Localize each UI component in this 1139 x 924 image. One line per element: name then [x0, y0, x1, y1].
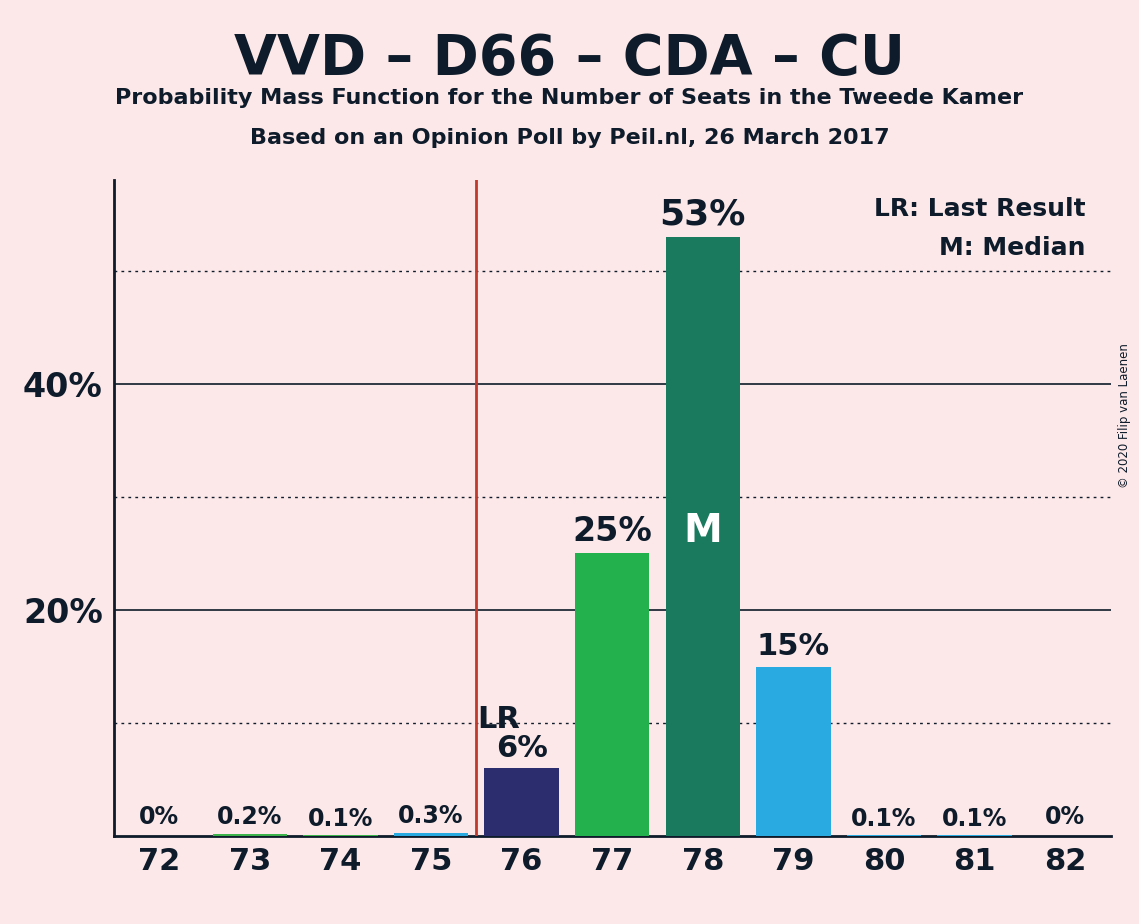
- Text: 0%: 0%: [1046, 806, 1085, 830]
- Text: © 2020 Filip van Laenen: © 2020 Filip van Laenen: [1118, 344, 1131, 488]
- Bar: [575, 553, 649, 836]
- Text: 0.2%: 0.2%: [218, 806, 282, 830]
- Text: LR: LR: [477, 705, 521, 735]
- Text: 0.1%: 0.1%: [851, 807, 917, 831]
- Text: 53%: 53%: [659, 197, 746, 231]
- Text: 6%: 6%: [495, 734, 548, 762]
- Bar: [484, 769, 559, 836]
- Text: 25%: 25%: [572, 515, 653, 548]
- Bar: [756, 666, 830, 836]
- Text: 0.3%: 0.3%: [399, 804, 464, 828]
- Text: 0.1%: 0.1%: [942, 807, 1007, 831]
- Text: LR: Last Result: LR: Last Result: [874, 197, 1085, 221]
- Text: 0%: 0%: [139, 806, 179, 830]
- Text: Based on an Opinion Poll by Peil.nl, 26 March 2017: Based on an Opinion Poll by Peil.nl, 26 …: [249, 128, 890, 148]
- Bar: [394, 833, 468, 836]
- Bar: [213, 834, 287, 836]
- Bar: [937, 835, 1011, 836]
- Text: M: M: [683, 512, 722, 550]
- Bar: [303, 835, 377, 836]
- Text: 0.1%: 0.1%: [308, 807, 374, 831]
- Text: 15%: 15%: [756, 632, 830, 661]
- Text: Probability Mass Function for the Number of Seats in the Tweede Kamer: Probability Mass Function for the Number…: [115, 88, 1024, 108]
- Bar: [847, 835, 921, 836]
- Bar: [665, 237, 740, 836]
- Text: VVD – D66 – CDA – CU: VVD – D66 – CDA – CU: [233, 32, 906, 86]
- Text: M: Median: M: Median: [940, 236, 1085, 260]
